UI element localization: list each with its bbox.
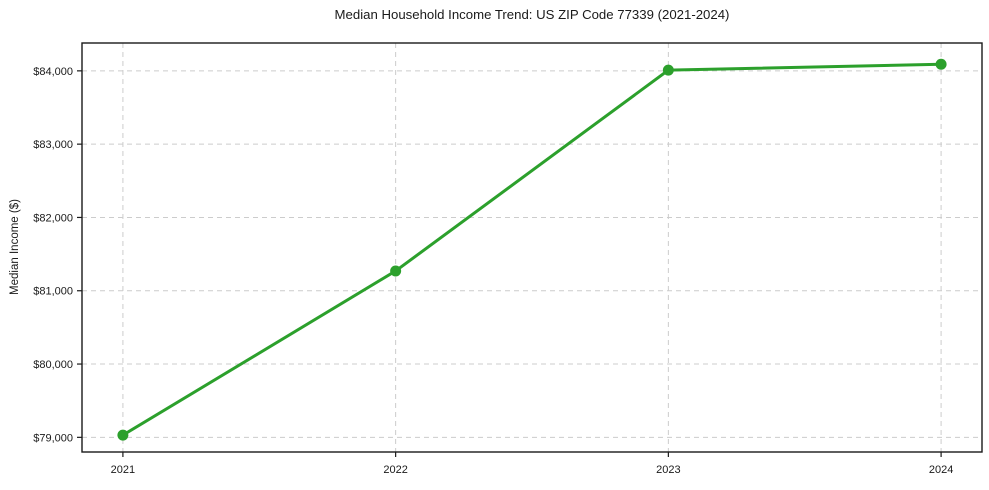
x-tick-label: 2021 (111, 464, 135, 476)
x-tick-label: 2022 (383, 464, 407, 476)
data-point-marker (935, 58, 947, 70)
y-tick-label: $82,000 (33, 212, 73, 224)
data-line (121, 62, 943, 437)
data-point-marker (662, 64, 674, 76)
plot-border (81, 42, 983, 453)
y-tick-label: $84,000 (33, 66, 73, 78)
x-tick-label: 2023 (656, 464, 680, 476)
data-point-marker (117, 429, 129, 441)
y-tick-label: $79,000 (33, 432, 73, 444)
data-point-marker (390, 265, 402, 277)
y-tick-label: $83,000 (33, 139, 73, 151)
y-tick-label: $80,000 (33, 359, 73, 371)
x-tick-label: 2024 (929, 464, 953, 476)
y-tick-label: $81,000 (33, 286, 73, 298)
chart-title: Median Household Income Trend: US ZIP Co… (334, 7, 730, 22)
